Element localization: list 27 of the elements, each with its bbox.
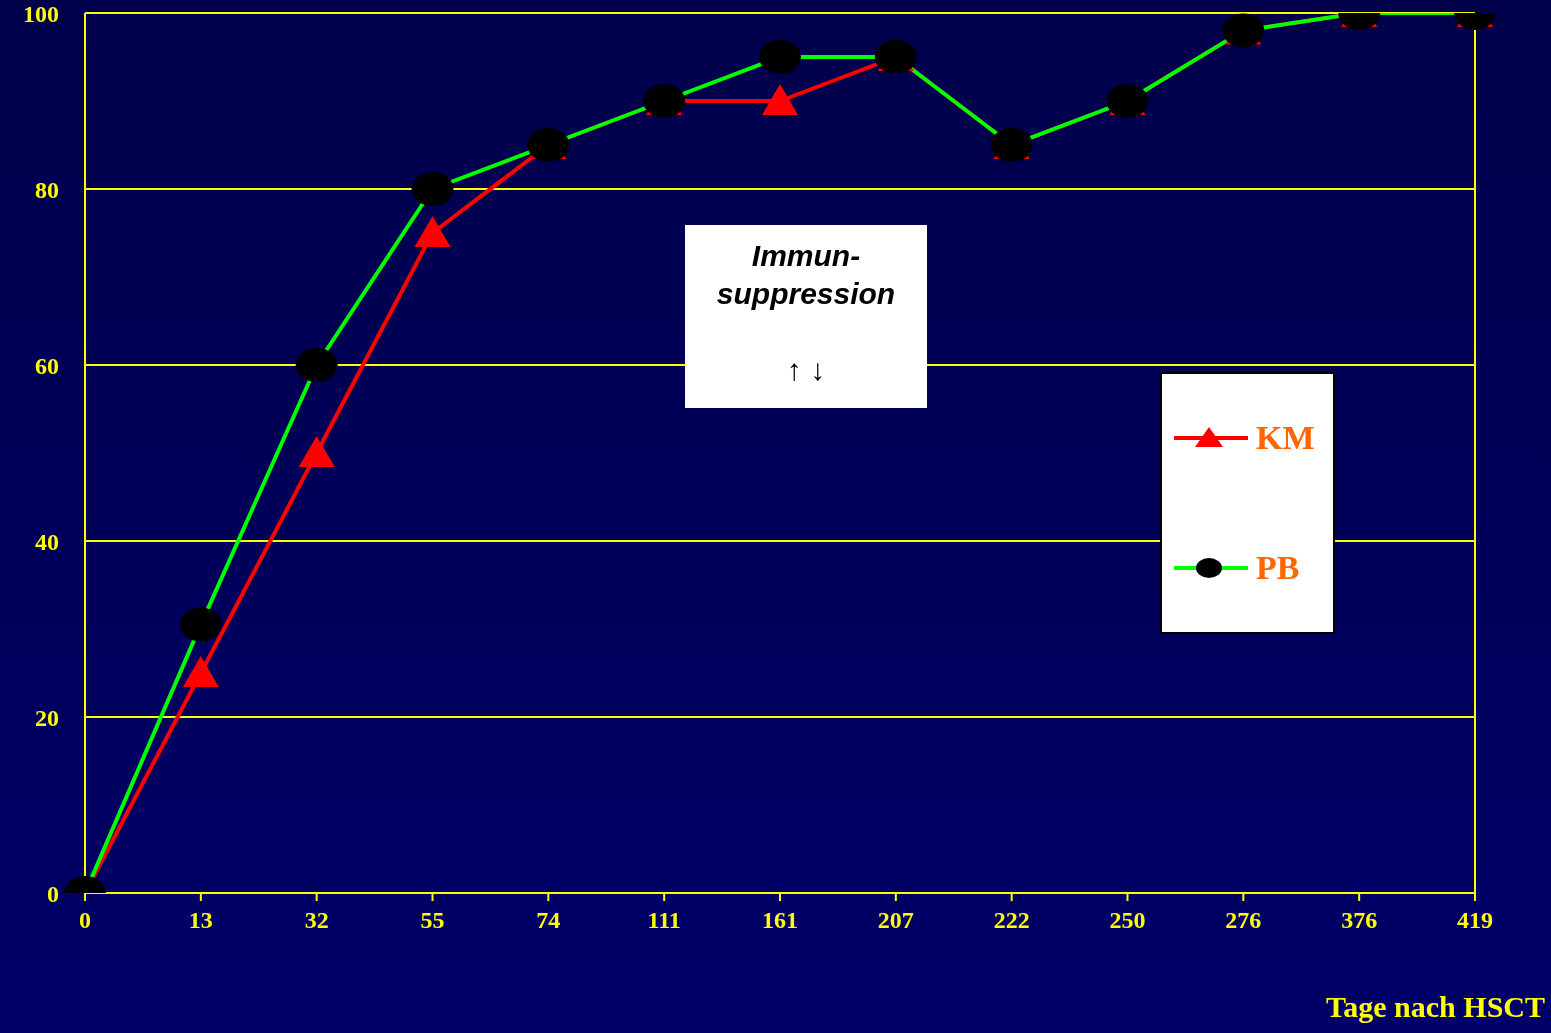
x-tick-label: 32 [304, 907, 329, 934]
x-tick-label: 222 [993, 907, 1030, 934]
x-tick-label: 161 [762, 907, 798, 934]
x-axis-title: Tage nach HSCT [1326, 990, 1545, 1024]
point [298, 436, 335, 467]
x-tick-label: 55 [420, 907, 445, 934]
x-tick-label: 74 [536, 907, 561, 934]
point [182, 656, 219, 687]
y-tick-label: 20 [35, 704, 59, 731]
y-tick-label: 60 [35, 352, 59, 379]
text: Immun- suppression ↑ ↓ [716, 239, 896, 386]
x-tick-label: 207 [877, 907, 914, 934]
y-tick-label: 80 [35, 176, 59, 203]
x-tick-label: 13 [188, 907, 213, 934]
point [762, 84, 798, 115]
legend-label: PB [1256, 549, 1300, 587]
point [414, 216, 451, 247]
y-tick-label: 0 [47, 880, 59, 907]
x-tick-label: 276 [1225, 907, 1262, 934]
x-tick-label: 376 [1341, 907, 1378, 934]
y-tick-label: 100 [23, 0, 59, 27]
y-tick-label: 40 [35, 528, 59, 555]
legend-label: KM [1256, 419, 1315, 457]
x-tick-label: 111 [647, 907, 681, 934]
x-tick-label: 250 [1109, 907, 1146, 934]
x-tick-label: 0 [79, 907, 91, 934]
x-tick-label: 419 [1457, 907, 1493, 934]
